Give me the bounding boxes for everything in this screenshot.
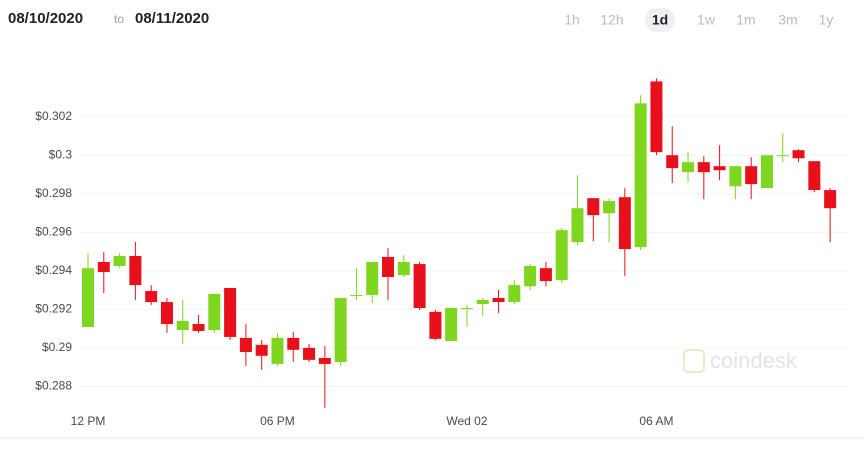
candle-body xyxy=(176,320,189,330)
watermark: coindesk xyxy=(710,348,798,373)
candle-body xyxy=(460,308,473,310)
candle-body xyxy=(208,293,221,330)
range-button[interactable]: 1m xyxy=(736,12,755,28)
candle-body xyxy=(555,230,568,281)
candle-body xyxy=(303,347,316,360)
candle-body xyxy=(603,201,616,214)
date-to: 08/11/2020 xyxy=(135,10,209,27)
y-tick-label: $0.296 xyxy=(35,224,72,238)
candle-body xyxy=(808,161,821,191)
candle-body xyxy=(745,166,758,185)
candle-body xyxy=(129,255,142,286)
candle-body xyxy=(445,308,458,341)
candle-body xyxy=(713,166,726,171)
y-tick-label: $0.29 xyxy=(42,340,72,354)
y-tick-label: $0.302 xyxy=(35,109,72,123)
candle-body xyxy=(824,190,837,209)
candle-body xyxy=(792,150,805,159)
candle-body xyxy=(350,294,363,296)
candle-body xyxy=(508,285,521,303)
candle-body xyxy=(145,291,158,303)
candle-body xyxy=(682,162,695,173)
candle-body xyxy=(539,268,552,282)
range-button[interactable]: 1d xyxy=(652,12,668,28)
y-tick-label: $0.3 xyxy=(49,147,73,161)
date-to-word: to xyxy=(114,12,124,26)
x-tick-label: 06 PM xyxy=(260,414,295,428)
x-tick-label: 12 PM xyxy=(71,414,106,428)
candle-body xyxy=(160,302,173,325)
candle-body xyxy=(97,261,110,272)
candle-body xyxy=(239,337,252,352)
y-tick-label: $0.288 xyxy=(35,379,72,393)
candle-body xyxy=(397,261,410,276)
x-tick-label: 06 AM xyxy=(639,414,673,428)
candle-body xyxy=(224,287,237,337)
candle-body xyxy=(271,337,284,364)
range-button[interactable]: 3m xyxy=(778,12,797,28)
y-tick-label: $0.292 xyxy=(35,302,72,316)
candle-body xyxy=(697,162,710,173)
y-tick-label: $0.298 xyxy=(35,186,72,200)
x-tick-label: Wed 02 xyxy=(446,414,487,428)
watermark-logo xyxy=(683,349,705,373)
date-from: 08/10/2020 xyxy=(8,10,83,27)
candle-body xyxy=(634,103,647,248)
candle-body xyxy=(729,166,742,187)
candle-body xyxy=(413,264,426,309)
range-button[interactable]: 1h xyxy=(564,12,580,28)
candle-body xyxy=(776,155,789,157)
range-button[interactable]: 1w xyxy=(697,12,716,28)
candle-body xyxy=(318,357,331,364)
candle-body xyxy=(524,266,537,287)
candle-body xyxy=(429,311,442,339)
range-active-bg xyxy=(645,8,675,32)
candle-body xyxy=(113,255,126,267)
candle-body xyxy=(666,155,679,169)
range-button[interactable]: 12h xyxy=(600,12,623,28)
range-button[interactable]: 1y xyxy=(819,12,834,28)
candle-body xyxy=(82,268,94,327)
candle-body xyxy=(255,344,268,356)
candle-body xyxy=(760,155,773,188)
candle-body xyxy=(382,256,395,277)
candle-body xyxy=(366,261,379,295)
candle-body xyxy=(192,324,205,331)
candle-body xyxy=(287,337,300,350)
candle-body xyxy=(334,298,347,362)
candle-body xyxy=(650,81,663,153)
y-tick-label: $0.294 xyxy=(35,263,72,277)
candle-body xyxy=(492,298,505,303)
candle-body xyxy=(618,197,631,250)
candle-body xyxy=(587,198,600,216)
candle-body xyxy=(571,208,584,243)
candle-body xyxy=(476,299,489,304)
